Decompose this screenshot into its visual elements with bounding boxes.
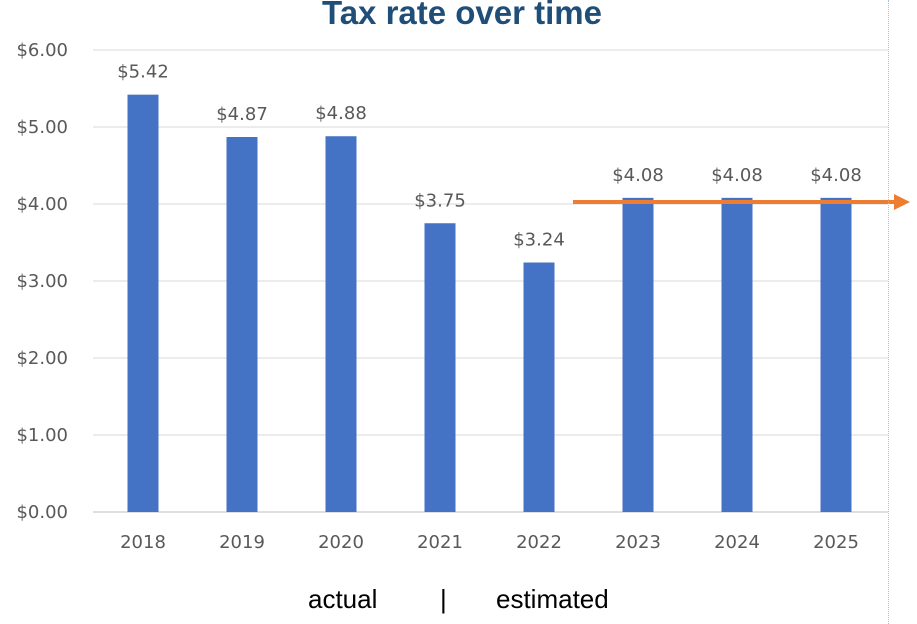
x-tick-label: 2025 bbox=[813, 532, 859, 553]
footer-actual-label: actual bbox=[308, 584, 378, 614]
gridlines bbox=[93, 49, 888, 513]
arrow-head-icon bbox=[894, 194, 910, 210]
data-label-2020: $4.88 bbox=[315, 103, 367, 124]
x-tick-label: 2018 bbox=[120, 532, 166, 553]
x-tick-label: 2019 bbox=[219, 532, 265, 553]
bar-2025 bbox=[820, 197, 852, 512]
footer-estimated-label: estimated bbox=[496, 584, 609, 614]
data-label-2018: $5.42 bbox=[117, 62, 169, 83]
y-tick-label: $4.00 bbox=[16, 194, 68, 215]
x-tick-label: 2022 bbox=[516, 532, 562, 553]
data-label-2023: $4.08 bbox=[612, 165, 664, 186]
annotation bbox=[573, 194, 910, 210]
x-tick-label: 2023 bbox=[615, 532, 661, 553]
bar-2023 bbox=[622, 197, 654, 512]
bar-2018 bbox=[127, 94, 159, 512]
chart-title: Tax rate over time bbox=[321, 0, 603, 31]
data-labels: $5.42 $4.87 $4.88 $3.75 $3.24 $4.08 $4.08 $4.08 bbox=[117, 62, 862, 251]
data-label-2021: $3.75 bbox=[414, 190, 466, 211]
bar-2021 bbox=[424, 223, 456, 512]
bar-2022 bbox=[523, 262, 555, 512]
y-tick-label: $2.00 bbox=[16, 348, 68, 369]
bar-2020 bbox=[325, 136, 357, 513]
x-tick-label: 2020 bbox=[318, 532, 364, 553]
data-label-2022: $3.24 bbox=[513, 230, 565, 251]
data-label-2024: $4.08 bbox=[711, 165, 763, 186]
bar-2024 bbox=[721, 197, 753, 512]
data-label-2025: $4.08 bbox=[810, 165, 862, 186]
x-axis-ticks: 2018 2019 2020 2021 2022 2023 2024 2025 bbox=[120, 532, 859, 553]
edge-divider bbox=[888, 0, 889, 624]
x-tick-label: 2024 bbox=[714, 532, 760, 553]
y-tick-label: $1.00 bbox=[16, 425, 68, 446]
bar-2019 bbox=[226, 137, 258, 512]
y-tick-label: $0.00 bbox=[16, 502, 68, 523]
bars bbox=[127, 94, 852, 513]
footer-separator: | bbox=[440, 584, 447, 614]
y-tick-label: $3.00 bbox=[16, 271, 68, 292]
y-tick-label: $6.00 bbox=[16, 40, 68, 61]
data-label-2019: $4.87 bbox=[216, 104, 268, 125]
y-tick-label: $5.00 bbox=[16, 117, 68, 138]
x-tick-label: 2021 bbox=[417, 532, 463, 553]
y-axis-ticks: $0.00 $1.00 $2.00 $3.00 $4.00 $5.00 $6.00 bbox=[16, 40, 68, 523]
